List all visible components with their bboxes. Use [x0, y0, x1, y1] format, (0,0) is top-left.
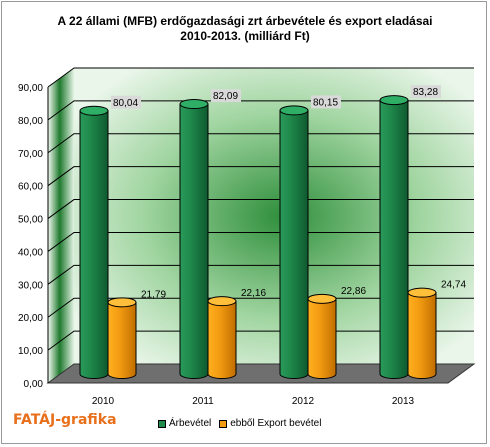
legend-label-revenue: Árbevétel: [169, 418, 212, 429]
chart-back-wall: [74, 68, 474, 364]
chart-title-line1: A 22 állami (MFB) erdőgazdasági zrt árbe…: [57, 14, 433, 28]
data-label: 22,86: [341, 286, 366, 297]
bar-top: [379, 95, 409, 106]
y-tick-label: 60,00: [18, 182, 43, 193]
chart-floor: [46, 363, 476, 384]
bar-export-2013: 24,74: [407, 280, 466, 379]
x-tick-label: 2010: [92, 396, 115, 407]
legend-swatch-export: [219, 419, 228, 428]
gridline: [47, 133, 474, 154]
gridline: [47, 297, 474, 318]
bar-revenue-2011: 82,09: [179, 89, 241, 379]
bar-body: [207, 300, 237, 379]
gridline: [47, 166, 474, 187]
gridline: [47, 67, 474, 88]
y-tick-label: 80,00: [18, 116, 43, 127]
chart-title-line2: 2010-2013. (milliárd Ft): [180, 29, 310, 43]
chart-legend: Árbevétel ebből Export bevétel: [158, 418, 329, 429]
legend-item-revenue: Árbevétel: [158, 418, 211, 429]
y-tick-label: 0,00: [24, 379, 44, 390]
bar-body: [379, 99, 409, 379]
data-label: 80,04: [113, 98, 138, 109]
y-tick-label: 50,00: [18, 215, 43, 226]
bar-top: [407, 287, 437, 298]
bar-top: [307, 293, 337, 304]
chart-side-wall: [48, 68, 74, 383]
legend-item-export: ebből Export bevétel: [219, 418, 321, 429]
data-label-bg: [111, 95, 141, 109]
chart-title: A 22 állami (MFB) erdőgazdasági zrt árbe…: [0, 14, 490, 44]
data-label-bg: [411, 85, 441, 99]
data-label: 80,15: [313, 97, 338, 108]
bar-body: [407, 292, 437, 379]
data-label: 24,74: [441, 280, 466, 291]
legend-swatch-revenue: [158, 419, 166, 428]
bar-export-2012: 22,86: [307, 286, 366, 379]
x-tick-label: 2012: [292, 396, 315, 407]
y-tick-label: 70,00: [18, 149, 43, 160]
data-label: 22,16: [241, 288, 266, 299]
data-label: 83,28: [413, 87, 438, 98]
x-tick-label: 2013: [392, 396, 415, 407]
gridline: [47, 231, 474, 252]
bar-top: [279, 105, 309, 116]
bar-top: [79, 105, 109, 116]
gridline: [47, 330, 474, 351]
gridline: [47, 199, 474, 219]
data-label-bg: [211, 89, 241, 103]
bar-revenue-2012: 80,15: [279, 95, 341, 379]
bar-body: [179, 103, 209, 379]
bar-body: [279, 109, 309, 379]
y-tick-label: 90,00: [18, 83, 43, 94]
data-label: 21,79: [141, 289, 166, 300]
y-tick-label: 30,00: [18, 280, 43, 291]
data-label-bg: [311, 95, 341, 109]
y-tick-label: 10,00: [18, 346, 43, 357]
bar-export-2010: 21,79: [107, 289, 166, 379]
y-tick-label: 40,00: [18, 247, 43, 258]
bar-top: [207, 296, 237, 307]
brand-logo-text: FATÁJ-grafika: [13, 412, 117, 428]
legend-label-export: ebből Export bevétel: [230, 418, 322, 429]
y-tick-label: 20,00: [18, 313, 43, 324]
bar-body: [79, 110, 109, 379]
bar-body: [107, 301, 137, 379]
x-tick-label: 2011: [192, 396, 214, 407]
bar-body: [307, 298, 337, 379]
data-label: 82,09: [213, 91, 238, 102]
bar-export-2011: 22,16: [207, 288, 266, 379]
bar-top: [179, 99, 209, 110]
gridline: [47, 264, 474, 285]
bar-top: [107, 297, 137, 308]
